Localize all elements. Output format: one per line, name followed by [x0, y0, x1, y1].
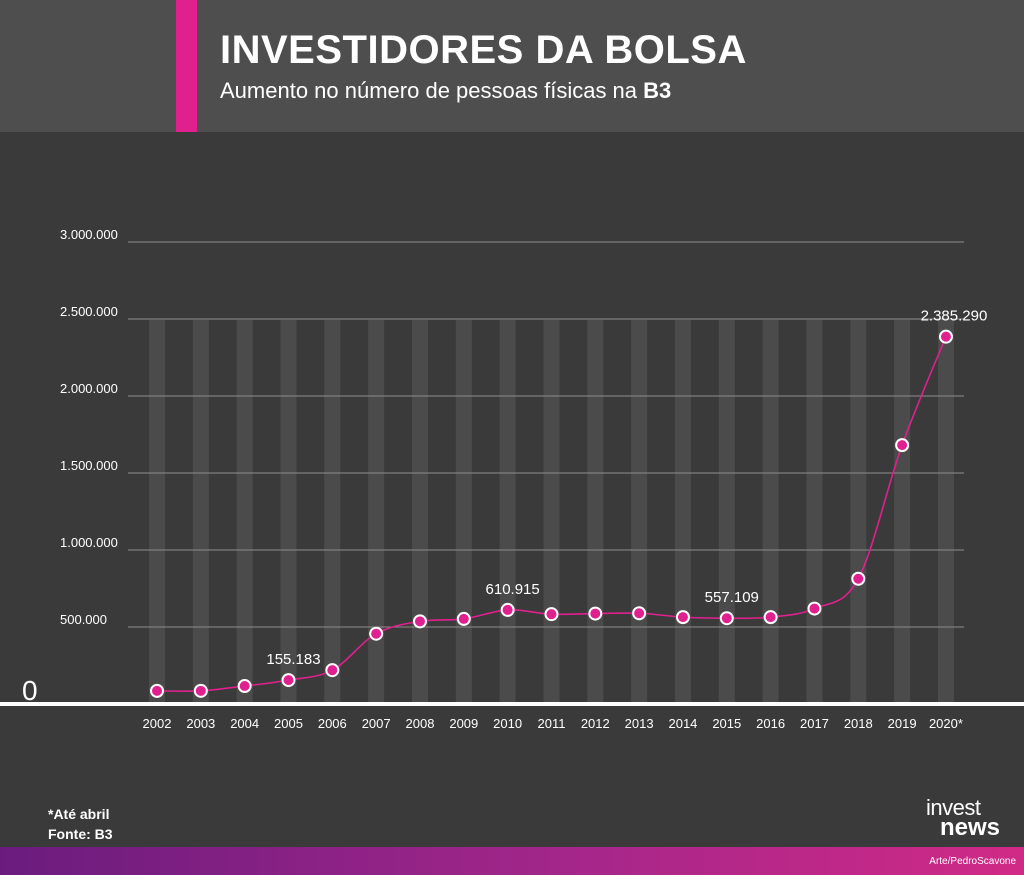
- y-tick-label: 1.000.000: [60, 535, 118, 550]
- data-point: [369, 626, 384, 641]
- x-tick-label: 2014: [668, 716, 697, 731]
- column-band: [368, 320, 385, 704]
- header: INVESTIDORES DA BOLSA Aumento no número …: [0, 0, 1024, 132]
- x-tick-label: 2015: [712, 716, 741, 731]
- column-band: [894, 320, 911, 704]
- x-tick-label: 2005: [274, 716, 303, 731]
- brand-logo: invest news: [926, 795, 1018, 842]
- data-point: [281, 673, 296, 688]
- x-tick-label: 2019: [888, 716, 917, 731]
- data-label: 557.109: [705, 589, 759, 606]
- x-tick-label: 2008: [406, 716, 435, 731]
- column-band: [806, 320, 823, 704]
- data-point: [500, 602, 515, 617]
- data-label: 2.385.290: [921, 308, 988, 325]
- data-point: [237, 678, 252, 693]
- data-point: [193, 683, 208, 698]
- column-band: [324, 320, 341, 704]
- logo-line-2: news: [940, 814, 1001, 841]
- column-band: [499, 320, 516, 704]
- data-label: 155.183: [266, 651, 320, 668]
- y-tick-label: 500.000: [60, 612, 107, 627]
- column-band: [762, 320, 779, 704]
- column-band: [631, 320, 648, 704]
- data-label: 610.915: [486, 581, 540, 598]
- y-tick-label: 3.000.000: [60, 227, 118, 242]
- y-tick-label: 2.500.000: [60, 304, 118, 319]
- page-title: INVESTIDORES DA BOLSA: [220, 28, 747, 72]
- data-point: [675, 610, 690, 625]
- column-band: [280, 320, 297, 704]
- footer-bar: Arte/PedroScavone: [0, 847, 1024, 875]
- logo-line-1: invest: [926, 795, 981, 820]
- x-tick-label: 2018: [844, 716, 873, 731]
- subtitle-text: Aumento no número de pessoas físicas na: [220, 78, 644, 103]
- footnote-source: Fonte: B3: [48, 826, 113, 842]
- subtitle-bold: B3: [643, 78, 672, 103]
- data-point: [150, 683, 164, 698]
- page-subtitle: Aumento no número de pessoas físicas na …: [220, 78, 671, 104]
- x-tick-label: 2007: [362, 716, 391, 731]
- x-tick-label: 2009: [449, 716, 478, 731]
- column-band: [149, 320, 165, 704]
- data-point: [895, 438, 910, 453]
- y-zero-label: 0: [22, 675, 38, 706]
- column-band: [236, 320, 253, 704]
- data-point: [851, 571, 866, 586]
- data-point: [544, 607, 559, 622]
- x-tick-label: 2006: [318, 716, 347, 731]
- x-tick-label: 2002: [143, 716, 172, 731]
- x-tick-label: 2013: [625, 716, 654, 731]
- x-tick-label: 2010: [493, 716, 522, 731]
- column-band: [718, 320, 735, 704]
- x-tick-label: 2004: [230, 716, 259, 731]
- column-band: [937, 320, 954, 704]
- x-tick-label: 2017: [800, 716, 829, 731]
- footnote-note: *Até abril: [48, 806, 110, 822]
- column-band: [850, 320, 867, 704]
- data-point: [456, 611, 471, 626]
- data-point: [938, 329, 953, 344]
- x-tick-label: 2016: [756, 716, 785, 731]
- credit-text: Arte/PedroScavone: [929, 856, 1016, 867]
- column-band: [455, 320, 472, 704]
- column-band: [411, 320, 428, 704]
- line-chart: 500.000 1.000.000 1.500.000 2.000.000 2.500.…: [0, 227, 1024, 731]
- y-tick-label: 1.500.000: [60, 458, 118, 473]
- column-band: [192, 320, 209, 704]
- column-band: [674, 320, 691, 704]
- x-tick-label: 2011: [537, 716, 565, 731]
- accent-bar: [176, 0, 197, 132]
- data-point: [325, 663, 340, 678]
- y-tick-label: 2.000.000: [60, 381, 118, 396]
- data-point: [719, 611, 734, 626]
- x-tick-label: 2003: [186, 716, 215, 731]
- data-point: [632, 606, 647, 621]
- data-point: [588, 606, 603, 621]
- x-tick-label: 2020*: [929, 716, 963, 731]
- column-band: [543, 320, 560, 704]
- x-tick-label: 2012: [581, 716, 610, 731]
- data-point: [412, 614, 427, 629]
- column-band: [587, 320, 604, 704]
- data-point: [763, 610, 778, 625]
- data-point: [807, 601, 822, 616]
